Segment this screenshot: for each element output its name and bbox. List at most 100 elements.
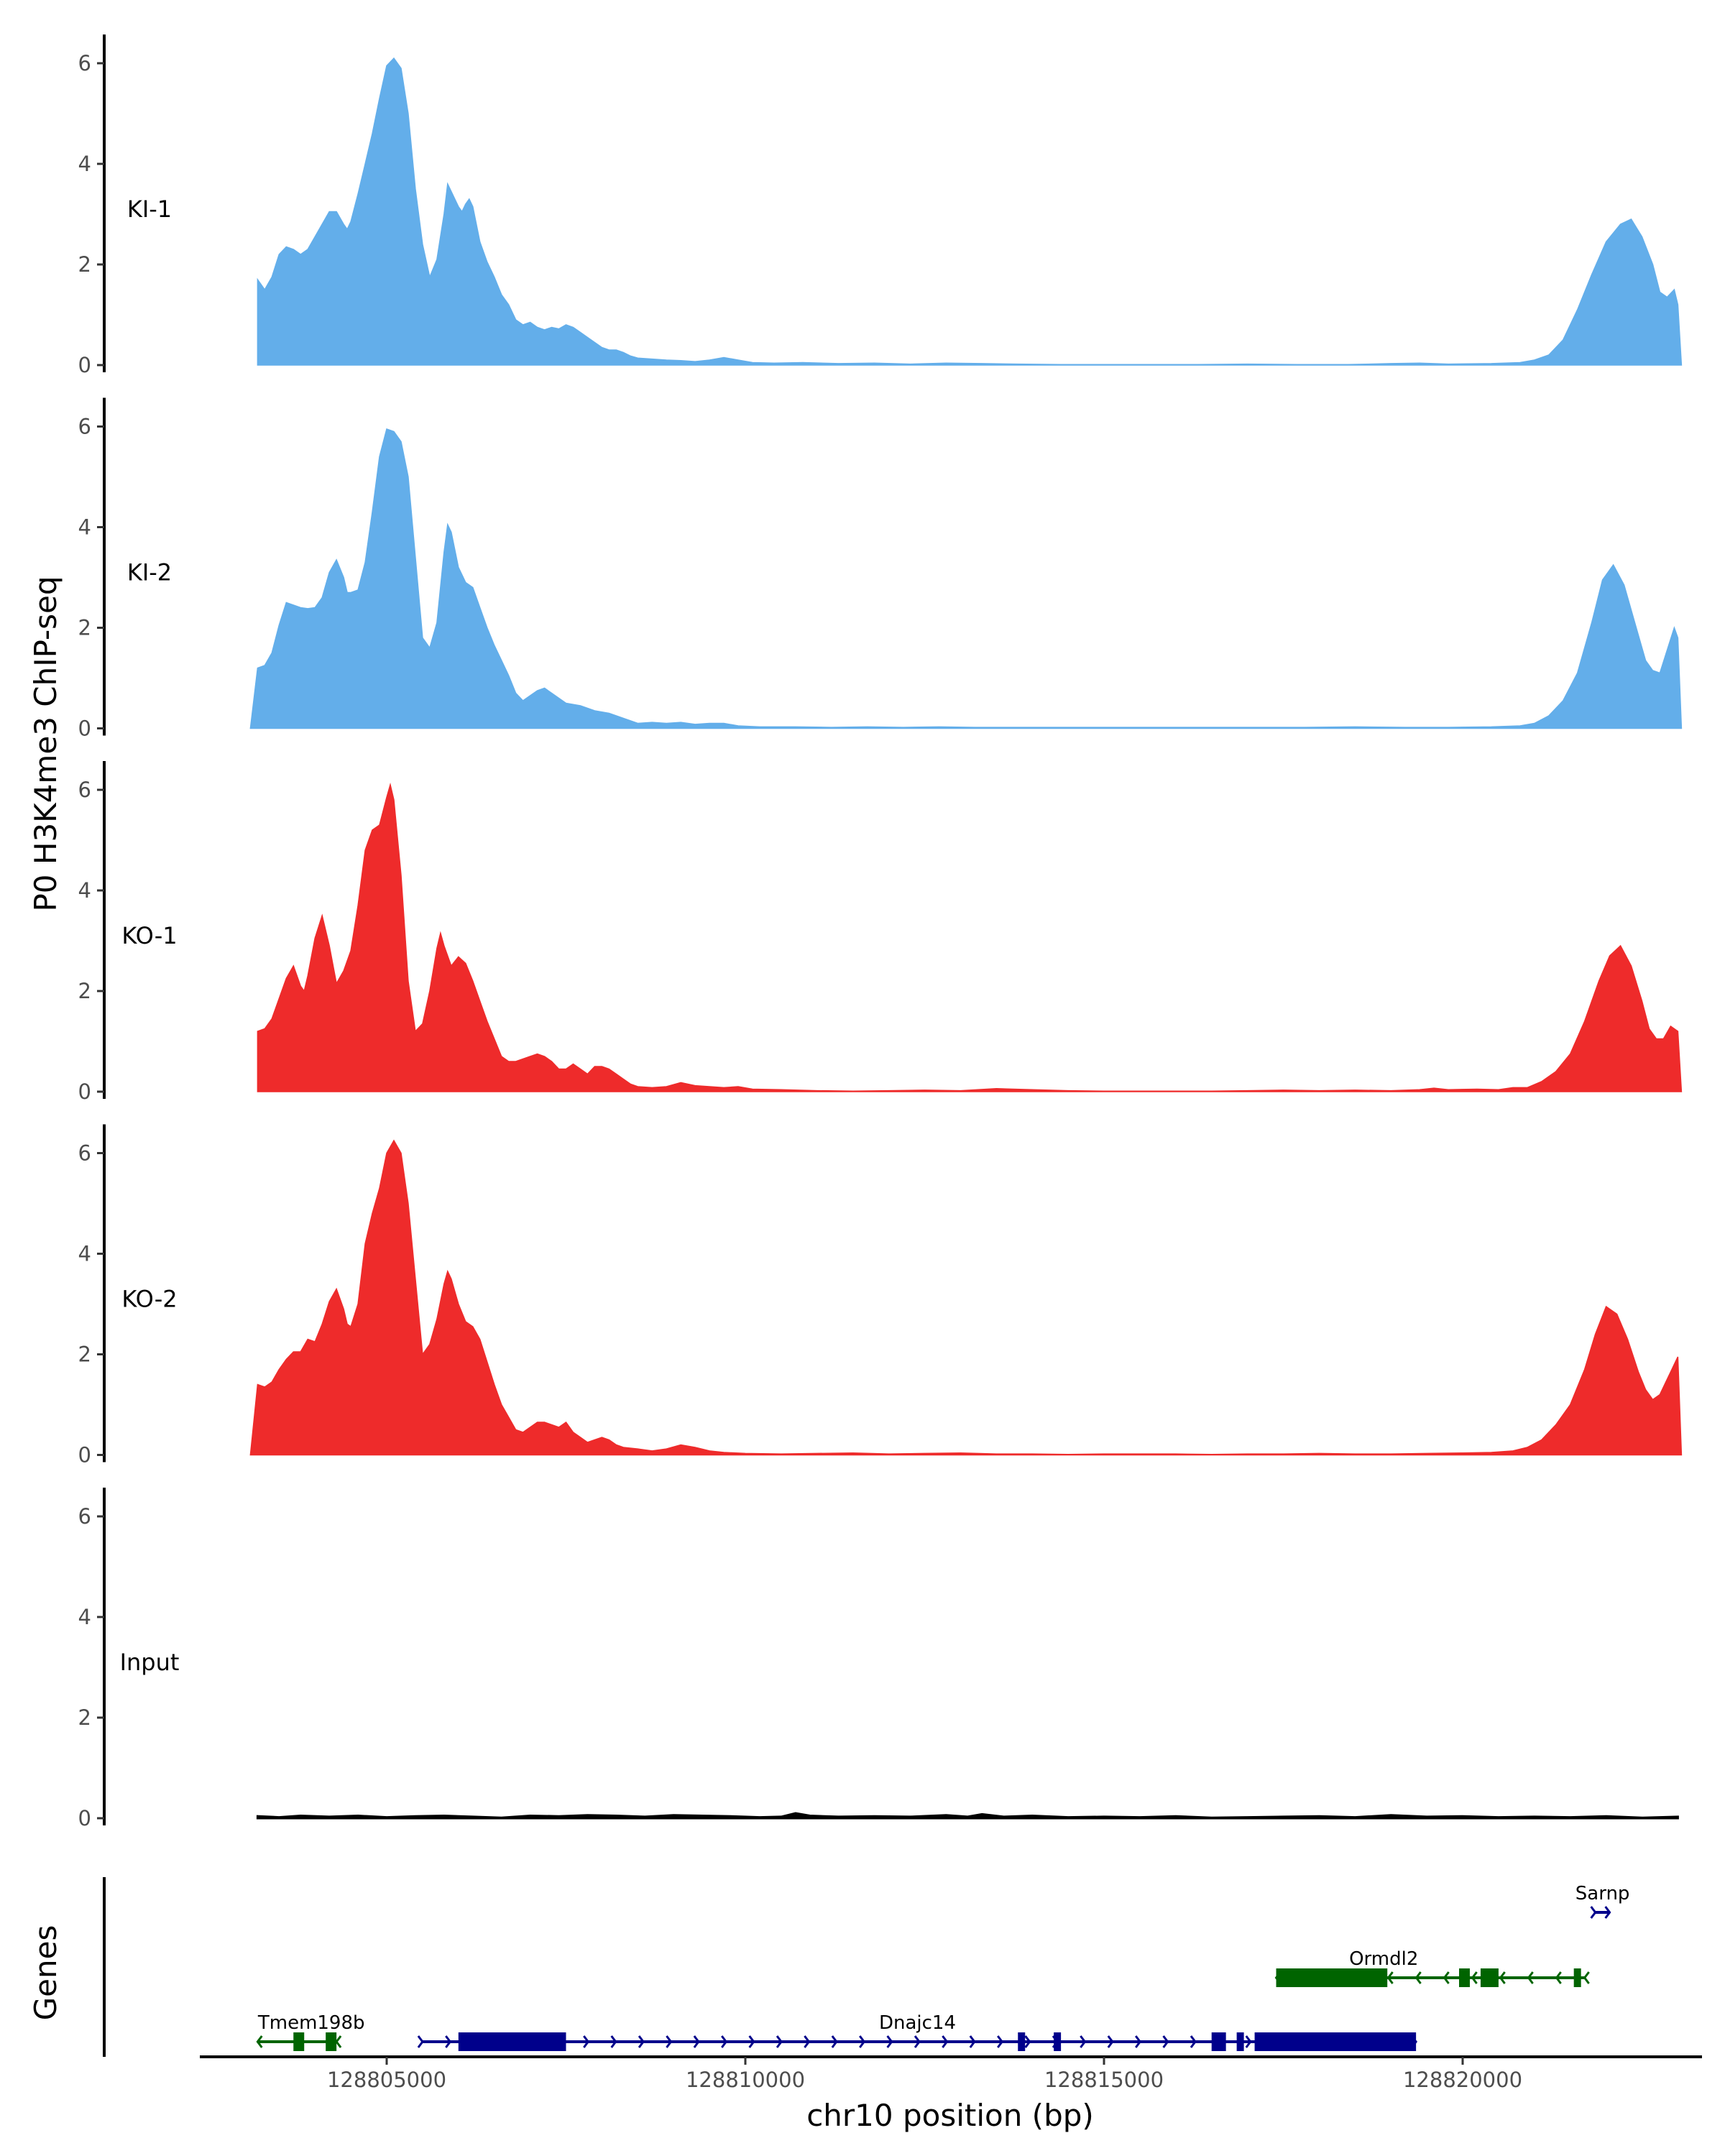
gene-exon [1211,2032,1226,2051]
signal-area [249,428,1683,729]
strand-arrow [1555,1971,1562,1984]
strand-arrow [1604,1906,1611,1919]
gene-exon [1018,2032,1026,2051]
strand-arrow [859,2035,866,2048]
strand-arrow [638,2035,645,2048]
y-axis-title: P0 H3K4me3 ChIP-seq [28,576,63,911]
y-tick-label: 4 [78,515,91,540]
strand-arrow [942,2035,949,2048]
gene-exon [1054,2032,1062,2051]
y-tick-label: 6 [78,1504,91,1529]
strand-arrow [1162,2035,1169,2048]
y-tick-label: 4 [78,1605,91,1629]
x-axis-title: chr10 position (bp) [806,2098,1094,2133]
gene-tmem198b: Tmem198b [256,2012,365,2051]
x-tick-label: 128815000 [1044,2068,1164,2092]
track-panel-input: 0 2 4 6 Input [78,1488,1679,1830]
strand-arrow [997,2035,1004,2048]
y-tick-label: 6 [78,778,91,802]
gene-label: Tmem198b [257,2012,365,2034]
genes-panel: Tmem198b Dnajc14 Ormdl2 Sarnp [103,1877,1630,2057]
strand-arrow [914,2035,921,2048]
genes-axis-title: Genes [28,1925,63,2021]
signal-area [257,783,1683,1092]
y-tick-label: 2 [78,1705,91,1730]
signal-area [256,1812,1679,1820]
gene-label: Dnajc14 [879,2012,956,2034]
strand-arrow [1590,1906,1597,1919]
strand-arrow [1499,1971,1506,1984]
strand-arrow [1386,1971,1394,1984]
gene-exon [1573,1968,1581,1987]
y-tick-label: 4 [78,878,91,903]
strand-arrow [693,2035,700,2048]
gene-exon [1480,1968,1499,1987]
strand-arrow [831,2035,838,2048]
strand-arrow [666,2035,673,2048]
y-tick-label: 2 [78,1342,91,1367]
x-tick-label: 128810000 [686,2068,805,2092]
x-axis: 128805000 128810000 128815000 128820000 [200,2055,1702,2092]
y-tick-label: 6 [78,1141,91,1166]
track-label: KO-1 [121,922,177,949]
track-label: KO-2 [121,1286,177,1313]
track-panel-ki-2: 0 2 4 6 KI-2 [78,397,1683,741]
strand-arrow [1414,1971,1422,1984]
y-tick-label: 6 [78,51,91,75]
strand-arrow [1245,2035,1252,2048]
gene-ormdl2: Ormdl2 [1274,1948,1590,1987]
strand-arrow [804,2035,811,2048]
track-label: Input [120,1649,180,1676]
strand-arrow [256,2035,263,2048]
y-tick-label: 0 [78,1079,91,1104]
strand-arrow [1583,1971,1590,1984]
strand-arrow [417,2035,424,2048]
track-label: KI-2 [127,559,172,586]
tracks-layer: 0 2 4 6 KI-1 0 2 4 6 KI-2 0 2 4 6 KO-1 0 2 4 6 KO-2 0 2 4 6 Inpu… [78,34,1683,1830]
strand-arrow [1190,2035,1197,2048]
y-tick-label: 4 [78,152,91,176]
strand-arrow [886,2035,893,2048]
strand-arrow [335,2035,342,2048]
strand-arrow [1134,2035,1142,2048]
strand-arrow [748,2035,755,2048]
gene-exon [293,2032,305,2051]
gene-exon [326,2032,337,2051]
strand-arrow [610,2035,617,2048]
track-panel-ki-1: 0 2 4 6 KI-1 [78,34,1683,377]
strand-arrow [1471,1971,1478,1984]
strand-arrow [969,2035,976,2048]
y-tick-label: 0 [78,353,91,377]
track-label: KI-1 [127,195,172,223]
gene-dnajc14: Dnajc14 [417,2012,1418,2051]
strand-arrow [1527,1971,1534,1984]
gene-label: Ormdl2 [1349,1948,1418,1970]
gene-exon [1459,1968,1470,1987]
y-tick-label: 2 [78,616,91,640]
y-tick-label: 4 [78,1242,91,1266]
strand-arrow [1024,2035,1031,2048]
strand-arrow [1443,1971,1450,1984]
strand-arrow [445,2035,452,2048]
x-tick-label: 128820000 [1403,2068,1522,2092]
y-tick-label: 6 [78,415,91,439]
signal-area [249,1139,1683,1456]
strand-arrow [776,2035,783,2048]
y-tick-label: 2 [78,979,91,1003]
y-tick-label: 0 [78,1806,91,1830]
gene-sarnp: Sarnp [1576,1883,1630,1919]
gene-exon [1276,1968,1388,1987]
strand-arrow [1080,2035,1087,2048]
track-panel-ko-1: 0 2 4 6 KO-1 [78,761,1683,1104]
x-tick-label: 128805000 [327,2068,446,2092]
strand-arrow [583,2035,590,2048]
gene-exon [1236,2032,1244,2051]
y-tick-label: 2 [78,252,91,277]
track-panel-ko-2: 0 2 4 6 KO-2 [78,1124,1683,1468]
signal-area [257,57,1683,366]
gene-label: Sarnp [1576,1883,1630,1904]
strand-arrow [721,2035,728,2048]
gene-exon [1254,2032,1417,2051]
y-tick-label: 0 [78,1443,91,1468]
